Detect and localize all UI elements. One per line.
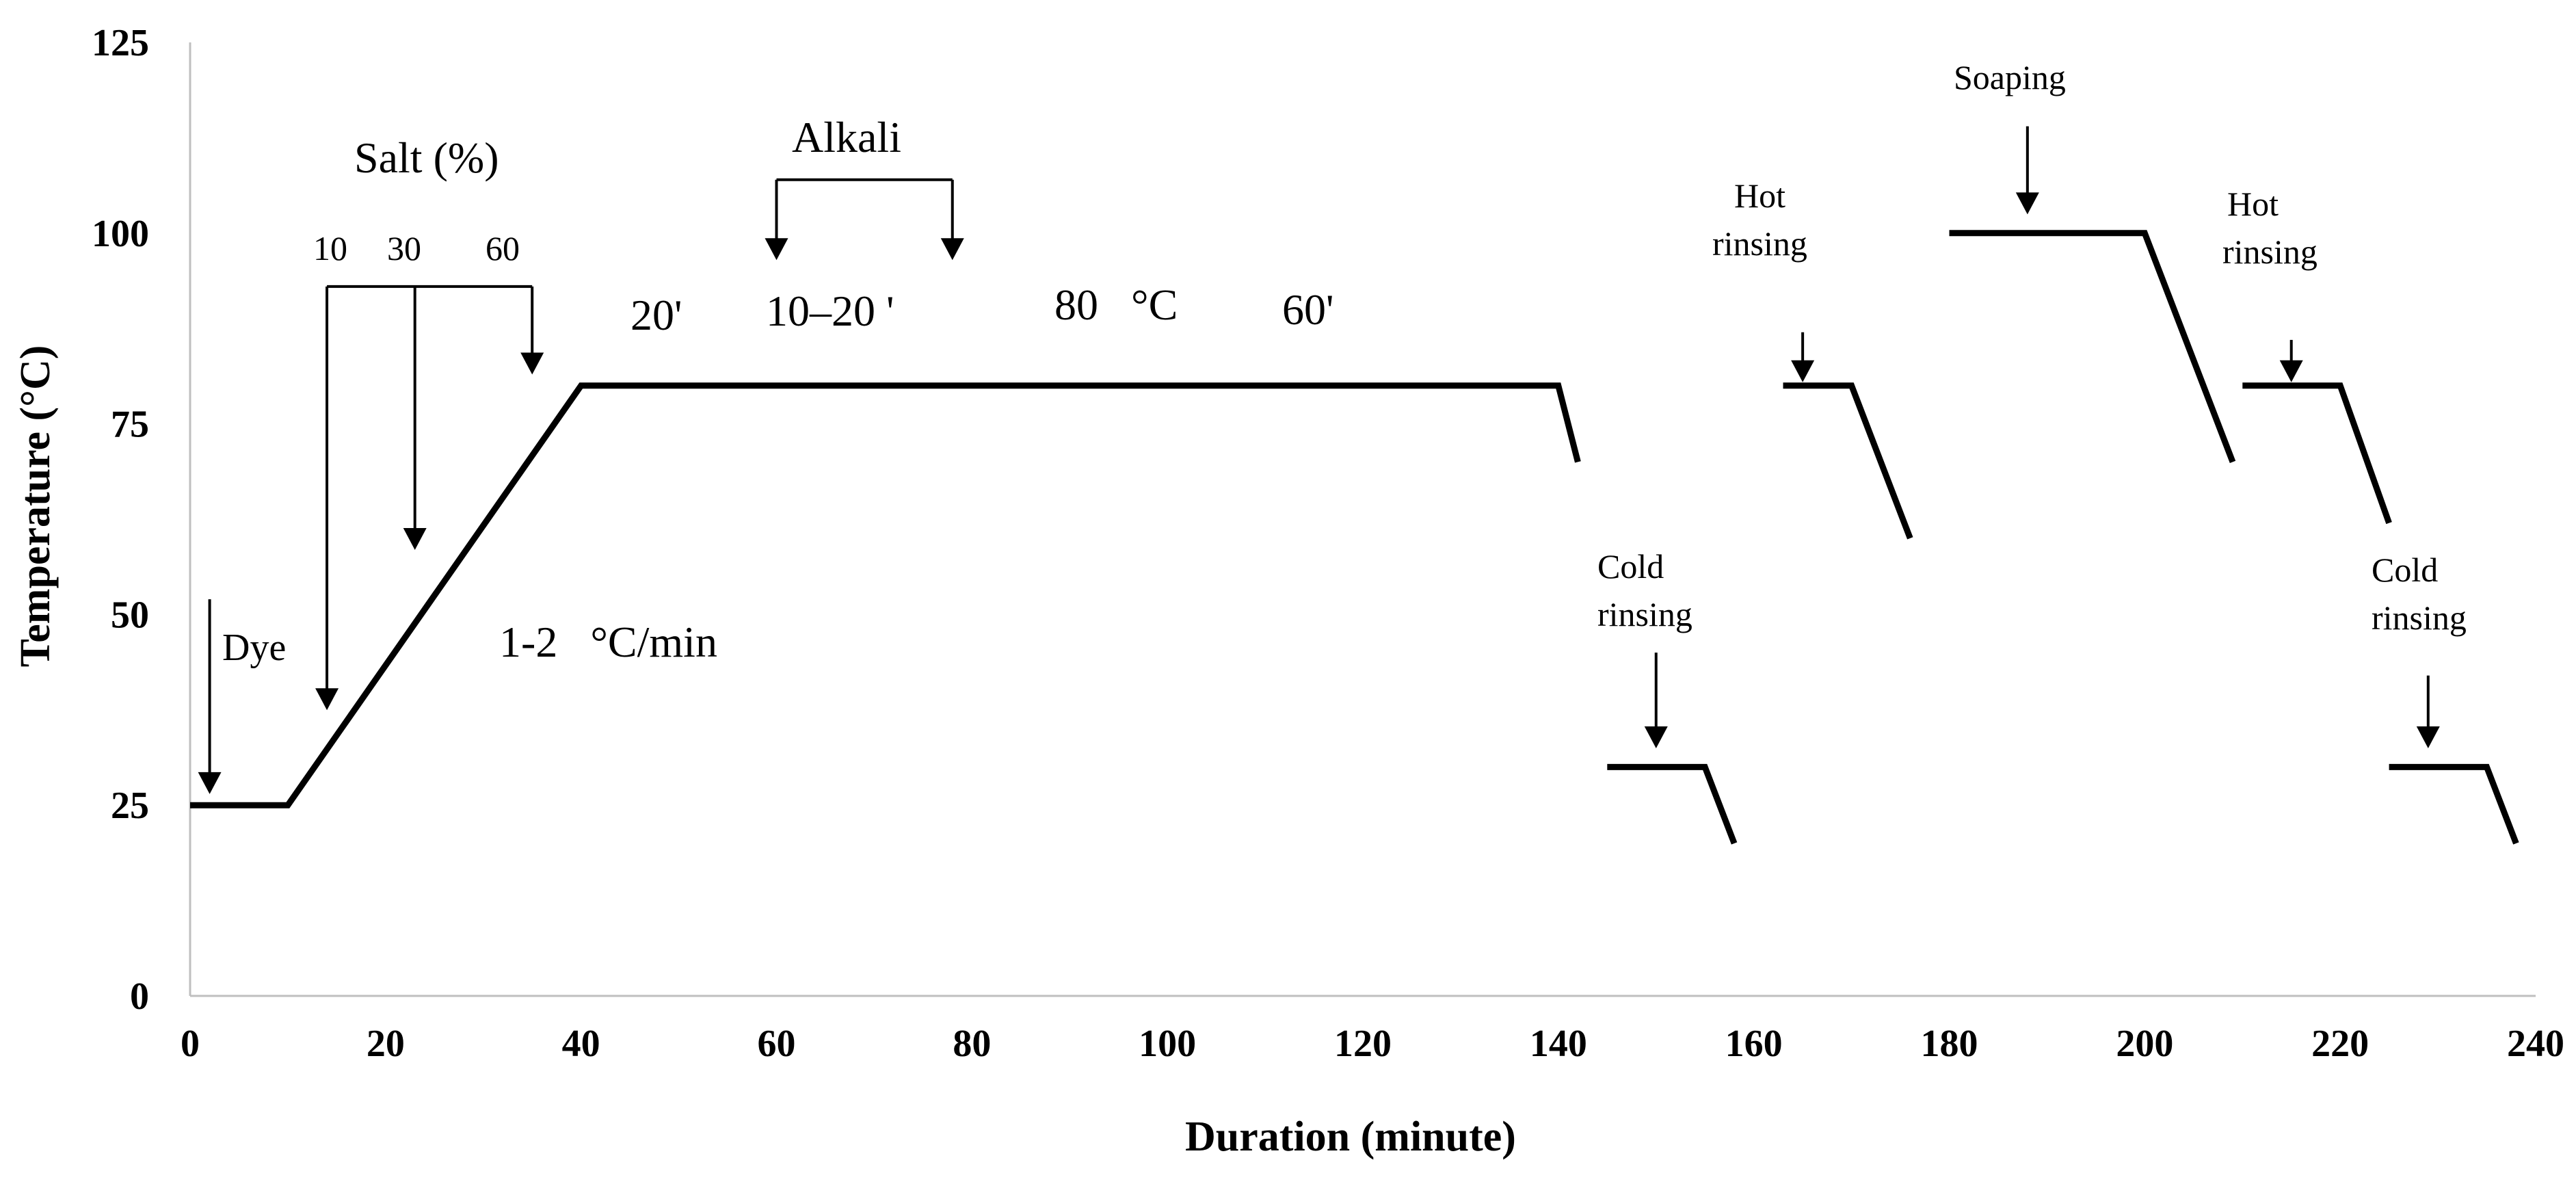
cold-rinsing-2-label-line1: Cold (2372, 551, 2438, 589)
x-tick-label: 200 (2116, 1023, 2173, 1065)
segment-hot-rinsing-2 (2242, 382, 2392, 525)
axes: 0 20 40 60 80 100 120 140 160 180 200 220 240 0 25 50 75… (92, 22, 2564, 1065)
time-20-label: 20' (630, 291, 682, 339)
x-tick-label: 220 (2311, 1023, 2369, 1065)
hot-rinsing-1-arrow (1791, 332, 1815, 382)
rate-label: 1-2 °C/min (499, 618, 717, 666)
annotation-arrows (198, 126, 2440, 794)
soaping-label: Soaping (1954, 58, 2066, 96)
salt-60-arrow (520, 286, 544, 375)
salt-title-label: Salt (%) (354, 133, 499, 182)
cold-rinsing-2-arrow (2416, 675, 2440, 748)
cold-rinsing-1-label-line2: rinsing (1597, 595, 1692, 633)
x-tick-label: 120 (1334, 1023, 1392, 1065)
salt-10-arrow (315, 286, 339, 711)
x-tick-label: 180 (1921, 1023, 1978, 1065)
segment-dyeing (190, 382, 1581, 808)
salt-30-label: 30 (387, 229, 421, 267)
temp-80-label: 80 °C (1054, 280, 1178, 329)
y-tick-label: 50 (111, 594, 149, 636)
x-tick-label: 20 (367, 1023, 405, 1065)
y-tick-label: 25 (111, 785, 149, 827)
cold-rinsing-1-label-line1: Cold (1597, 547, 1664, 586)
x-tick-label: 40 (562, 1023, 600, 1065)
x-tick-label: 140 (1530, 1023, 1587, 1065)
hot-rinsing-2-arrow (2279, 339, 2303, 382)
x-tick-label: 80 (953, 1023, 991, 1065)
soaping-arrow (2015, 126, 2039, 215)
alkali-arrow-end (940, 179, 964, 261)
hot-rinsing-2-label-line2: rinsing (2222, 233, 2318, 271)
dye-label: Dye (222, 627, 286, 669)
alkali-label: Alkali (792, 113, 901, 161)
y-axis-title: Temperature (°C) (12, 345, 59, 668)
x-tick-label: 100 (1139, 1023, 1196, 1065)
salt-30-arrow (403, 286, 427, 551)
time-10-20-label: 10–20 ' (766, 287, 894, 335)
x-axis-title: Duration (minute) (1185, 1114, 1516, 1160)
alkali-arrow-start (765, 179, 788, 261)
x-tick-label: 240 (2507, 1023, 2564, 1065)
segment-hot-rinsing-1 (1783, 382, 1913, 540)
salt-60-label: 60 (486, 229, 520, 267)
y-tick-label: 0 (130, 975, 149, 1018)
segment-cold-rinsing-2 (2389, 763, 2519, 845)
segment-cold-rinsing-1 (1607, 763, 1738, 845)
y-tick-label: 100 (92, 213, 149, 255)
time-60-label: 60' (1282, 285, 1334, 334)
temperature-profile (190, 230, 2519, 845)
x-tick-label: 60 (758, 1023, 796, 1065)
y-tick-label: 75 (111, 404, 149, 446)
hot-rinsing-2-label-line1: Hot (2227, 185, 2279, 223)
hot-rinsing-1-label-line2: rinsing (1712, 224, 1807, 263)
cold-rinsing-1-arrow (1644, 653, 1668, 748)
x-tick-label: 0 (181, 1023, 200, 1065)
hot-rinsing-1-label-line1: Hot (1734, 176, 1785, 215)
salt-10-label: 10 (313, 229, 347, 267)
y-tick-label: 125 (92, 22, 149, 64)
annotation-labels: Dye Salt (%) 10 30 60 Alkali 20' 10–20 '… (222, 58, 2467, 669)
segment-soaping (1949, 230, 2236, 464)
dye-arrow (198, 599, 222, 794)
cold-rinsing-2-label-line2: rinsing (2372, 598, 2467, 637)
x-tick-label: 160 (1725, 1023, 1783, 1065)
